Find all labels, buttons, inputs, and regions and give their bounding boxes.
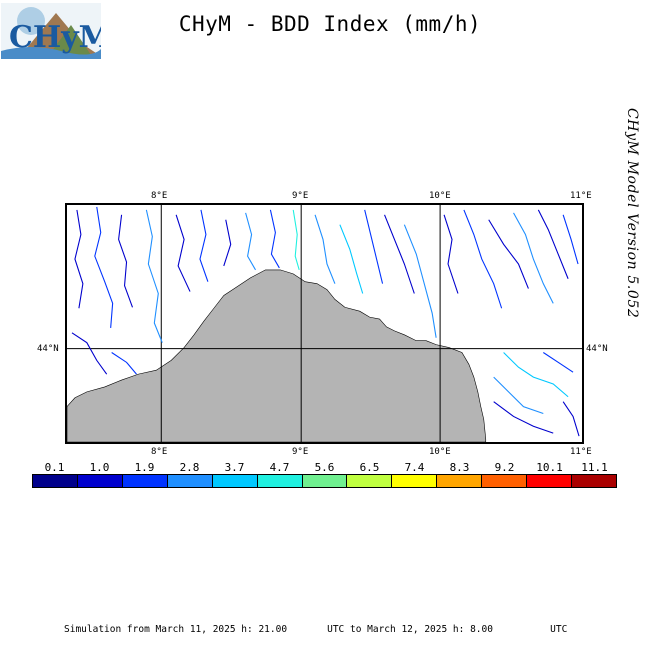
colorbar-swatch <box>527 475 573 487</box>
colorbar-label: 9.2 <box>494 461 515 474</box>
graticule <box>67 205 582 442</box>
colorbar-swatch <box>572 475 616 487</box>
colorbar-swatch <box>302 475 348 487</box>
top-lon-tick: 11°E <box>570 191 592 201</box>
colorbar-swatch <box>77 475 123 487</box>
model-version-label: CHyM Model Version 5.052 <box>624 108 640 319</box>
lat-label-left: 44°N <box>37 344 59 354</box>
colorbar-swatch <box>167 475 213 487</box>
colorbar-swatch <box>33 475 78 487</box>
colorbar-swatch <box>482 475 528 487</box>
top-lon-tick: 8°E <box>151 191 168 201</box>
colorbar-label: 4.7 <box>269 461 290 474</box>
sea-area <box>67 269 487 442</box>
colorbar-label: 7.4 <box>404 461 425 474</box>
colorbar-swatch <box>257 475 303 487</box>
colorbar-label: 8.3 <box>449 461 470 474</box>
top-lon-tick: 9°E <box>292 191 309 201</box>
colorbar-swatch <box>347 475 393 487</box>
colorbar-swatch <box>212 475 258 487</box>
hydrological-map <box>65 203 584 444</box>
colorbar-labels: 0.1 1.0 1.9 2.8 3.7 4.7 5.6 6.5 7.4 8.3 … <box>32 461 617 474</box>
bottom-lon-tick: 9°E <box>292 447 309 457</box>
bottom-lon-tick: 11°E <box>570 447 592 457</box>
colorbar-swatch <box>392 475 438 487</box>
colorbar-label: 6.5 <box>359 461 380 474</box>
svg-text:CHyM: CHyM <box>9 20 101 55</box>
colorbar-label: 10.1 <box>536 461 563 474</box>
colorbar-label: 2.8 <box>179 461 200 474</box>
bottom-lon-tick: 10°E <box>429 447 451 457</box>
bottom-lon-tick: 8°E <box>151 447 168 457</box>
colorbar-label: 11.1 <box>581 461 608 474</box>
colorbar-swatch <box>437 475 483 487</box>
page-title: CHyM - BDD Index (mm/h) <box>178 12 482 36</box>
colorbar-label: 5.6 <box>314 461 335 474</box>
river-network <box>71 206 580 437</box>
lat-label-right: 44°N <box>586 344 608 354</box>
colorbar-swatch <box>122 475 168 487</box>
colorbar <box>32 474 617 488</box>
colorbar-label: 1.9 <box>134 461 155 474</box>
colorbar-label: 0.1 <box>44 461 65 474</box>
colorbar-label: 1.0 <box>89 461 110 474</box>
simulation-period-footer: Simulation from March 11, 2025 h: 21.00 … <box>64 624 568 635</box>
colorbar-label: 3.7 <box>224 461 245 474</box>
top-lon-tick: 10°E <box>429 191 451 201</box>
chym-logo: CHyM <box>1 3 101 59</box>
